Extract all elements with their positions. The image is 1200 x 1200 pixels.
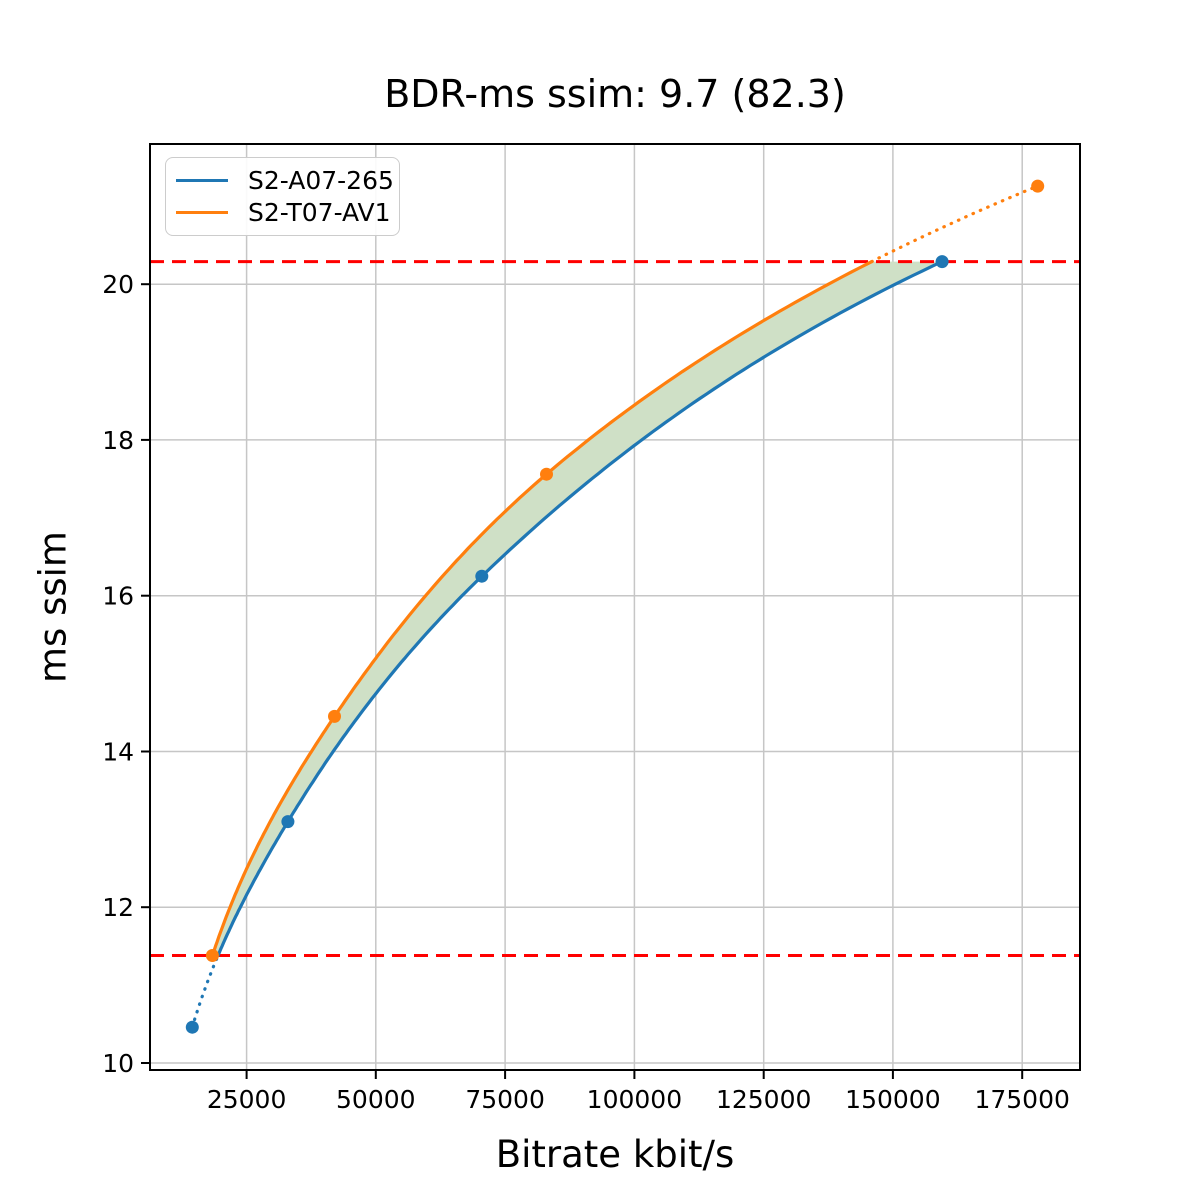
marker-S2-A07-265-2 [475, 569, 489, 583]
tick-label-x-75000: 75000 [465, 1085, 545, 1114]
tick-label-x-125000: 125000 [716, 1085, 811, 1114]
marker-S2-A07-265-0 [185, 1020, 199, 1034]
tick-label-y-16: 16 [102, 582, 134, 611]
series-s2-a07-265-curve [216, 260, 944, 958]
legend: S2-A07-265 S2-T07-AV1 [165, 157, 400, 236]
tick-label-x-100000: 100000 [587, 1085, 682, 1114]
legend-line-swatch-0 [176, 178, 228, 182]
marker-S2-A07-265-1 [281, 815, 295, 829]
legend-line-swatch-1 [176, 211, 228, 215]
y-axis-label: ms ssim [31, 531, 75, 683]
tick-label-x-25000: 25000 [207, 1085, 287, 1114]
plot-border [149, 143, 1081, 1071]
tick-label-x-150000: 150000 [845, 1085, 940, 1114]
tick-label-y-20: 20 [102, 270, 134, 299]
tick-label-x-50000: 50000 [336, 1085, 416, 1114]
series-s2-a07-265-dotted [190, 953, 220, 1029]
marker-S2-T07-AV1-2 [540, 467, 553, 481]
x-axis-label: Bitrate kbit/s [495, 1133, 735, 1176]
series-s2-t07-av1-dotted [870, 184, 1040, 264]
chart-title: BDR-ms ssim: 9.7 (82.3) [384, 72, 846, 116]
tick-label-y-12: 12 [102, 893, 134, 922]
gridlines [150, 144, 1080, 1070]
bd-rate-fill-area [212, 261, 943, 956]
legend-item-s2-t07-av1: S2-T07-AV1 [166, 198, 399, 227]
legend-label-1: S2-T07-AV1 [248, 198, 391, 228]
series-s2-t07-av1-curve [210, 260, 874, 958]
legend-item-s2-a07-265: S2-A07-265 [166, 166, 399, 195]
axis-ticks: 25000 50000 75000 100000 125000 150000 175000 1… [102, 270, 1070, 1114]
tick-label-y-14: 14 [102, 738, 134, 767]
marker-S2-A07-265-3 [935, 255, 949, 269]
legend-label-0: S2-A07-265 [248, 165, 394, 195]
tick-label-x-175000: 175000 [974, 1085, 1069, 1114]
marker-S2-T07-AV1-0 [205, 949, 219, 962]
marker-S2-T07-AV1-1 [328, 709, 341, 723]
tick-label-y-18: 18 [102, 426, 134, 455]
tick-label-y-10: 10 [102, 1049, 134, 1078]
marker-S2-T07-AV1-3 [1031, 179, 1045, 193]
